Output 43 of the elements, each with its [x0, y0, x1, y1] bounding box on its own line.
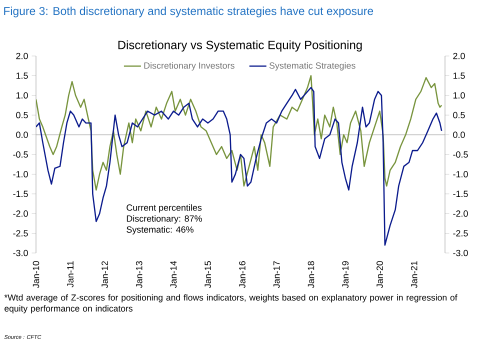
legend-label: Systematic Strategies: [269, 62, 356, 71]
x-tick-label: Jan-12: [102, 261, 108, 288]
x-tick-label: Jan-14: [170, 261, 177, 288]
x-tick-label: Jan-11: [67, 261, 74, 288]
y-tick-label: 0.5: [16, 112, 28, 118]
chart-title: Figure 3: Both discretionary and systematic strategies have cut exposure: [4, 6, 374, 18]
y-tick-label: 0.0: [16, 132, 28, 138]
x-tick-label: Jan-17: [273, 261, 280, 288]
y-tick-label: -0.5: [13, 151, 28, 158]
legend-label: Discretionary Investors: [144, 62, 234, 71]
y2-tick-label: 0.5: [453, 112, 465, 118]
text: *Wtd average of Z-scores for positioning and flows indicators, weights based on explanatory power in regression of equity performance on indicators: [4, 294, 458, 314]
x-tick-label: Jan-10: [32, 261, 40, 288]
y2-tick-label: 1.0: [453, 92, 465, 99]
y-tick-label: 1.0: [16, 92, 28, 99]
y-tick-label: -2.0: [13, 210, 28, 217]
chart-subtitle: Discretionary vs Systematic Equity Positioning: [118, 40, 362, 52]
y2-tick-label: 0.0: [453, 132, 465, 138]
y-tick-label: -2.5: [13, 230, 28, 236]
y2-tick-label: -1.5: [453, 190, 468, 198]
y-tick-label: -3.0: [13, 250, 28, 256]
x-tick-label: Jan-19: [342, 261, 349, 288]
x-tick-label: Jan-15: [204, 261, 212, 288]
x-tick-label: Jan-18: [308, 261, 314, 288]
y2-tick-label: -2.5: [453, 230, 468, 236]
annotation: Discretionary: 87%: [126, 215, 202, 224]
y-tick-label: 2.0: [16, 52, 28, 60]
y2-tick-label: -2.0: [453, 210, 468, 217]
y-tick-label: -1.0: [13, 171, 28, 178]
y-tick-label: -1.5: [13, 190, 28, 198]
line-series: [36, 75, 442, 191]
x-tick-label: Jan-16: [239, 261, 246, 288]
annotation: Current percentiles: [126, 204, 202, 213]
x-tick-label: Jan-21: [410, 261, 418, 288]
y2-tick-label: 1.5: [453, 72, 465, 79]
y2-tick-label: 2.0: [453, 52, 465, 60]
annotation: Systematic: 46%: [126, 226, 194, 234]
x-tick-label: Jan-20: [376, 261, 383, 288]
y-tick-label: 1.5: [16, 72, 28, 79]
y2-tick-label: -3.0: [453, 250, 468, 256]
y2-tick-label: -1.0: [453, 171, 468, 178]
y2-tick-label: -0.5: [453, 151, 468, 158]
x-tick-label: Jan-13: [136, 261, 142, 288]
